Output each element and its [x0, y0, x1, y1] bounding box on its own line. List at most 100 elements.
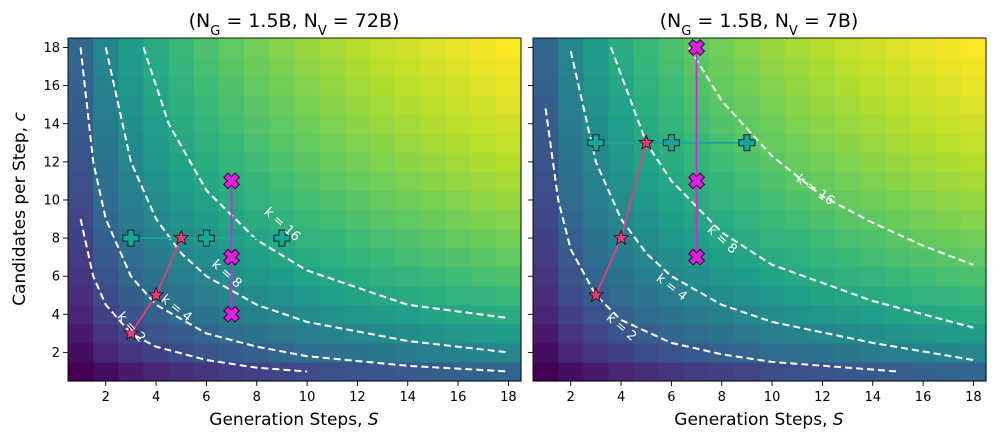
star-marker	[637, 134, 655, 150]
x-axis-label-72b: Generation Steps, S	[209, 410, 379, 430]
heatmap-cell	[558, 152, 584, 172]
heatmap-cell	[470, 209, 497, 230]
heatmap-cell	[935, 38, 962, 58]
heatmap-cell	[445, 152, 472, 172]
heatmap-cell	[319, 247, 346, 268]
y-tick-label: 4	[52, 308, 60, 323]
heatmap-cell	[860, 152, 886, 172]
heatmap-cell	[885, 114, 912, 134]
heatmap-cell	[784, 209, 811, 230]
heatmap-cell	[910, 266, 937, 287]
heatmap-cell	[885, 95, 912, 115]
heatmap-cell	[420, 152, 447, 172]
heatmap-cell	[935, 209, 962, 230]
heatmap-cell	[495, 190, 522, 211]
heatmap-cell	[68, 152, 94, 172]
contour-line-k4	[569, 51, 974, 361]
heatmap-cell	[784, 152, 811, 172]
heatmap-cell	[860, 190, 886, 211]
heatmap-cell	[68, 57, 94, 77]
heatmap-cell	[734, 209, 761, 230]
heatmap-cell	[193, 342, 220, 363]
heatmap-cell	[420, 342, 447, 363]
heatmap-cell	[533, 304, 559, 325]
heatmap-cell	[835, 152, 861, 172]
heatmap-cell	[633, 342, 660, 363]
heatmap-cell	[835, 361, 861, 382]
heatmap-cell	[319, 152, 346, 172]
x-ticks-7b: 2 4 6 8 10 12 14 16 18	[567, 381, 982, 405]
heatmap-cell	[633, 152, 660, 172]
heatmap-cell	[495, 114, 522, 134]
heatmap-cell	[93, 57, 119, 77]
heatmap-cell	[370, 76, 396, 96]
heatmap-cell	[495, 76, 522, 96]
heatmap-cell	[244, 114, 270, 134]
heatmap-cell	[759, 209, 786, 230]
star-marker	[172, 229, 190, 246]
heatmap-cell	[319, 209, 346, 230]
heatmap-cell	[420, 266, 447, 287]
heatmap-cell	[193, 304, 220, 325]
heatmap-cell	[495, 266, 522, 287]
heatmap-cell	[960, 266, 987, 287]
heatmap-cell	[269, 57, 296, 77]
heatmap-cell	[835, 114, 861, 134]
heatmap-cell	[709, 266, 735, 287]
heatmap-cell	[344, 190, 371, 211]
x-tick-label: 18	[500, 390, 517, 405]
heatmap-cell	[860, 209, 886, 230]
heatmap-cell	[533, 57, 559, 77]
heatmap-cell	[168, 95, 195, 115]
heatmap-cell	[319, 342, 346, 363]
heatmap-cell	[608, 57, 635, 77]
heatmap-cell	[759, 266, 786, 287]
heatmap-cell	[709, 95, 735, 115]
heatmap-cell	[835, 209, 861, 230]
heatmap-cell	[960, 209, 987, 230]
heatmap-cell	[960, 342, 987, 363]
heatmap-cell	[960, 133, 987, 153]
heatmap-cell	[608, 76, 635, 96]
heatmap-cell	[294, 152, 321, 172]
heatmap-cell	[395, 76, 421, 96]
heatmap-cell	[219, 76, 245, 96]
heatmap-cell	[860, 133, 886, 153]
heatmap-cell	[608, 266, 635, 287]
heatmap-cell	[784, 285, 811, 306]
heatmap-cell	[759, 38, 786, 58]
heatmap-cell	[533, 171, 559, 192]
heatmap-cell	[709, 304, 735, 325]
heatmap-cell	[294, 304, 321, 325]
heatmap-cell	[885, 342, 912, 363]
heatmap-cell	[709, 152, 735, 172]
heatmap-cell	[344, 323, 371, 344]
heatmap-cell	[143, 247, 170, 268]
heatmap-cell	[809, 304, 836, 325]
heatmap-cell	[470, 228, 497, 249]
star-marker	[612, 229, 630, 246]
heatmap-cell	[583, 266, 610, 287]
heatmap-cell	[370, 171, 396, 192]
heatmap-cell	[470, 304, 497, 325]
heatmap-cell	[835, 190, 861, 211]
heatmap-cell	[759, 171, 786, 192]
heatmap-cell	[370, 361, 396, 382]
heatmap-cell	[470, 323, 497, 344]
heatmap-cell	[370, 38, 396, 58]
heatmap-cell	[759, 152, 786, 172]
heatmap-cell	[633, 361, 660, 382]
heatmap-cell	[294, 190, 321, 211]
heatmap-cell	[420, 323, 447, 344]
heatmap-cell	[143, 95, 170, 115]
heatmap-cell	[219, 38, 245, 58]
heatmap-cell	[193, 152, 220, 172]
x-marker	[688, 39, 706, 57]
heatmap-cell	[143, 323, 170, 344]
heatmap-cell	[370, 304, 396, 325]
heatmap-cell	[294, 171, 321, 192]
heatmap-cell	[885, 323, 912, 344]
heatmap-cell	[68, 228, 94, 249]
heatmap-cell	[583, 190, 610, 211]
heatmap-cell	[470, 38, 497, 58]
